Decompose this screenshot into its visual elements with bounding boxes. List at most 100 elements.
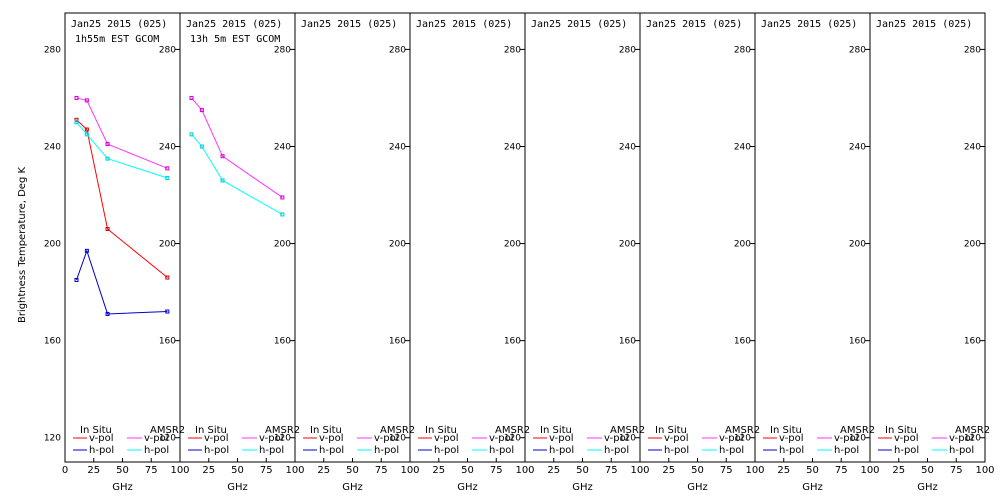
panel-subtitle: 1h55m EST GCOM (75, 34, 159, 45)
left-y-tick-label: 200 (44, 240, 61, 250)
legend-amsr2-vpol-label: v-pol (259, 433, 284, 444)
legend-in-situ-header: In Situ (540, 425, 572, 436)
legend-in-situ-header: In Situ (770, 425, 802, 436)
legend-amsr2-hpol-label: h-pol (144, 445, 169, 456)
y-tick-label: 200 (389, 240, 406, 250)
x-tick-label: 75 (605, 465, 618, 476)
panel-title: Jan25 2015 (025) (416, 19, 512, 30)
x-tick-label: 25 (662, 465, 675, 476)
x-axis-label: GHz (342, 482, 363, 493)
panel-5: Jan25 2015 (025) 120 160 200 240 280 25 50 75 100… (524, 12, 650, 493)
y-tick-label: 280 (734, 45, 751, 55)
legend-in-situ-hpol-label: h-pol (89, 445, 114, 456)
x-tick-label: 100 (745, 465, 764, 476)
y-tick-label: 120 (964, 434, 981, 444)
x-tick-label: 100 (515, 465, 534, 476)
legend-in-situ-vpol-label: v-pol (89, 433, 114, 444)
data-point-amsr2-hpol (280, 212, 285, 217)
panel-frame (754, 12, 871, 463)
legend-amsr2-hpol-label: h-pol (949, 445, 974, 456)
x-tick-label: 25 (87, 465, 100, 476)
legend-in-situ-header: In Situ (310, 425, 342, 436)
x-tick-label: 100 (860, 465, 879, 476)
y-tick-label: 120 (389, 434, 406, 444)
x-axis-label: GHz (457, 482, 478, 493)
series-line-amsr2-hpol (76, 121, 168, 179)
panel-title: Jan25 2015 (025) (531, 19, 627, 30)
legend-in-situ-hpol-label: h-pol (204, 445, 229, 456)
series-line-amsr2-hpol (191, 134, 283, 215)
y-tick-label: 160 (964, 337, 981, 347)
panel-frame (524, 12, 641, 463)
panel-7: Jan25 2015 (025) 120 160 200 240 280 25 50 75 100… (754, 12, 880, 493)
x-tick-label: 50 (231, 465, 244, 476)
panel-title: Jan25 2015 (025) (646, 19, 742, 30)
data-point-amsr2-vpol (74, 95, 79, 100)
legend-in-situ-vpol-label: v-pol (664, 433, 689, 444)
data-point-amsr2-vpol (220, 154, 225, 159)
x-tick-label: 100 (630, 465, 649, 476)
left-y-tick-label: 160 (44, 337, 61, 347)
legend-in-situ-vpol-label: v-pol (549, 433, 574, 444)
x-tick-label: 50 (461, 465, 474, 476)
y-tick-label: 200 (619, 240, 636, 250)
legend-in-situ-vpol-label: v-pol (204, 433, 229, 444)
legend-amsr2-vpol-label: v-pol (374, 433, 399, 444)
legend-amsr2-vpol-label: v-pol (719, 433, 744, 444)
panel-2: Jan25 2015 (025) 13h 5m EST GCOM 120 160 200… (179, 12, 305, 493)
data-point-amsr2-hpol (84, 132, 89, 137)
panel-frame (409, 12, 526, 463)
x-tick-label: 25 (317, 465, 330, 476)
panel-subtitle: 13h 5m EST GCOM (190, 34, 280, 45)
x-tick-label: 50 (346, 465, 359, 476)
legend-in-situ-hpol-label: h-pol (434, 445, 459, 456)
legend-in-situ-vpol-label: v-pol (894, 433, 919, 444)
x-tick-label: 100 (400, 465, 419, 476)
legend-amsr2-hpol-label: h-pol (374, 445, 399, 456)
data-point-amsr2-hpol (74, 120, 79, 125)
panel-3: Jan25 2015 (025) 120 160 200 240 280 25 50 75 100… (294, 12, 420, 493)
y-tick-label: 240 (849, 142, 866, 152)
legend-amsr2-hpol-label: h-pol (719, 445, 744, 456)
x-tick-label: 100 (285, 465, 304, 476)
legend-in-situ-hpol-label: h-pol (894, 445, 919, 456)
x-tick-label: 50 (576, 465, 589, 476)
y-tick-label: 240 (964, 142, 981, 152)
x-axis-label: GHz (917, 482, 938, 493)
x-tick-label: 25 (432, 465, 445, 476)
y-tick-label: 160 (389, 337, 406, 347)
panel-title: Jan25 2015 (025) (761, 19, 857, 30)
x-tick-label: 0 (62, 465, 68, 476)
legend-in-situ-vpol-label: v-pol (434, 433, 459, 444)
panel-frame (869, 12, 986, 463)
data-point-in-situ-hpol (84, 248, 89, 253)
series-line-amsr2-vpol (191, 97, 283, 198)
y-axis-label: Brightness Temperature, Deg K (17, 167, 28, 324)
panel-title: Jan25 2015 (025) (876, 19, 972, 30)
x-tick-label: 25 (892, 465, 905, 476)
legend-amsr2-header: AMSR2 (955, 425, 990, 436)
legend-amsr2-vpol-label: v-pol (489, 433, 514, 444)
data-point-amsr2-hpol (165, 176, 170, 181)
legend-in-situ-hpol-label: h-pol (549, 445, 574, 456)
data-point-in-situ-hpol (165, 309, 170, 314)
panel-frame (64, 12, 181, 463)
legend-amsr2-hpol-label: h-pol (604, 445, 629, 456)
x-tick-label: 75 (835, 465, 848, 476)
y-tick-label: 240 (734, 142, 751, 152)
panel-4: Jan25 2015 (025) 120 160 200 240 280 25 50 75 100… (409, 12, 535, 493)
legend-in-situ-header: In Situ (885, 425, 917, 436)
x-tick-label: 25 (547, 465, 560, 476)
y-tick-label: 240 (159, 142, 176, 152)
left-y-tick-label: 120 (44, 434, 61, 444)
legend-in-situ-header: In Situ (80, 425, 112, 436)
left-y-tick-label: 240 (44, 142, 61, 152)
y-tick-label: 160 (274, 337, 291, 347)
data-point-amsr2-vpol (84, 98, 89, 103)
left-y-axis: 120 160 200 240 280 (44, 45, 61, 443)
y-tick-label: 240 (504, 142, 521, 152)
legend-in-situ-hpol-label: h-pol (779, 445, 804, 456)
legend-amsr2-vpol-label: v-pol (604, 433, 629, 444)
data-point-in-situ-vpol (165, 275, 170, 280)
